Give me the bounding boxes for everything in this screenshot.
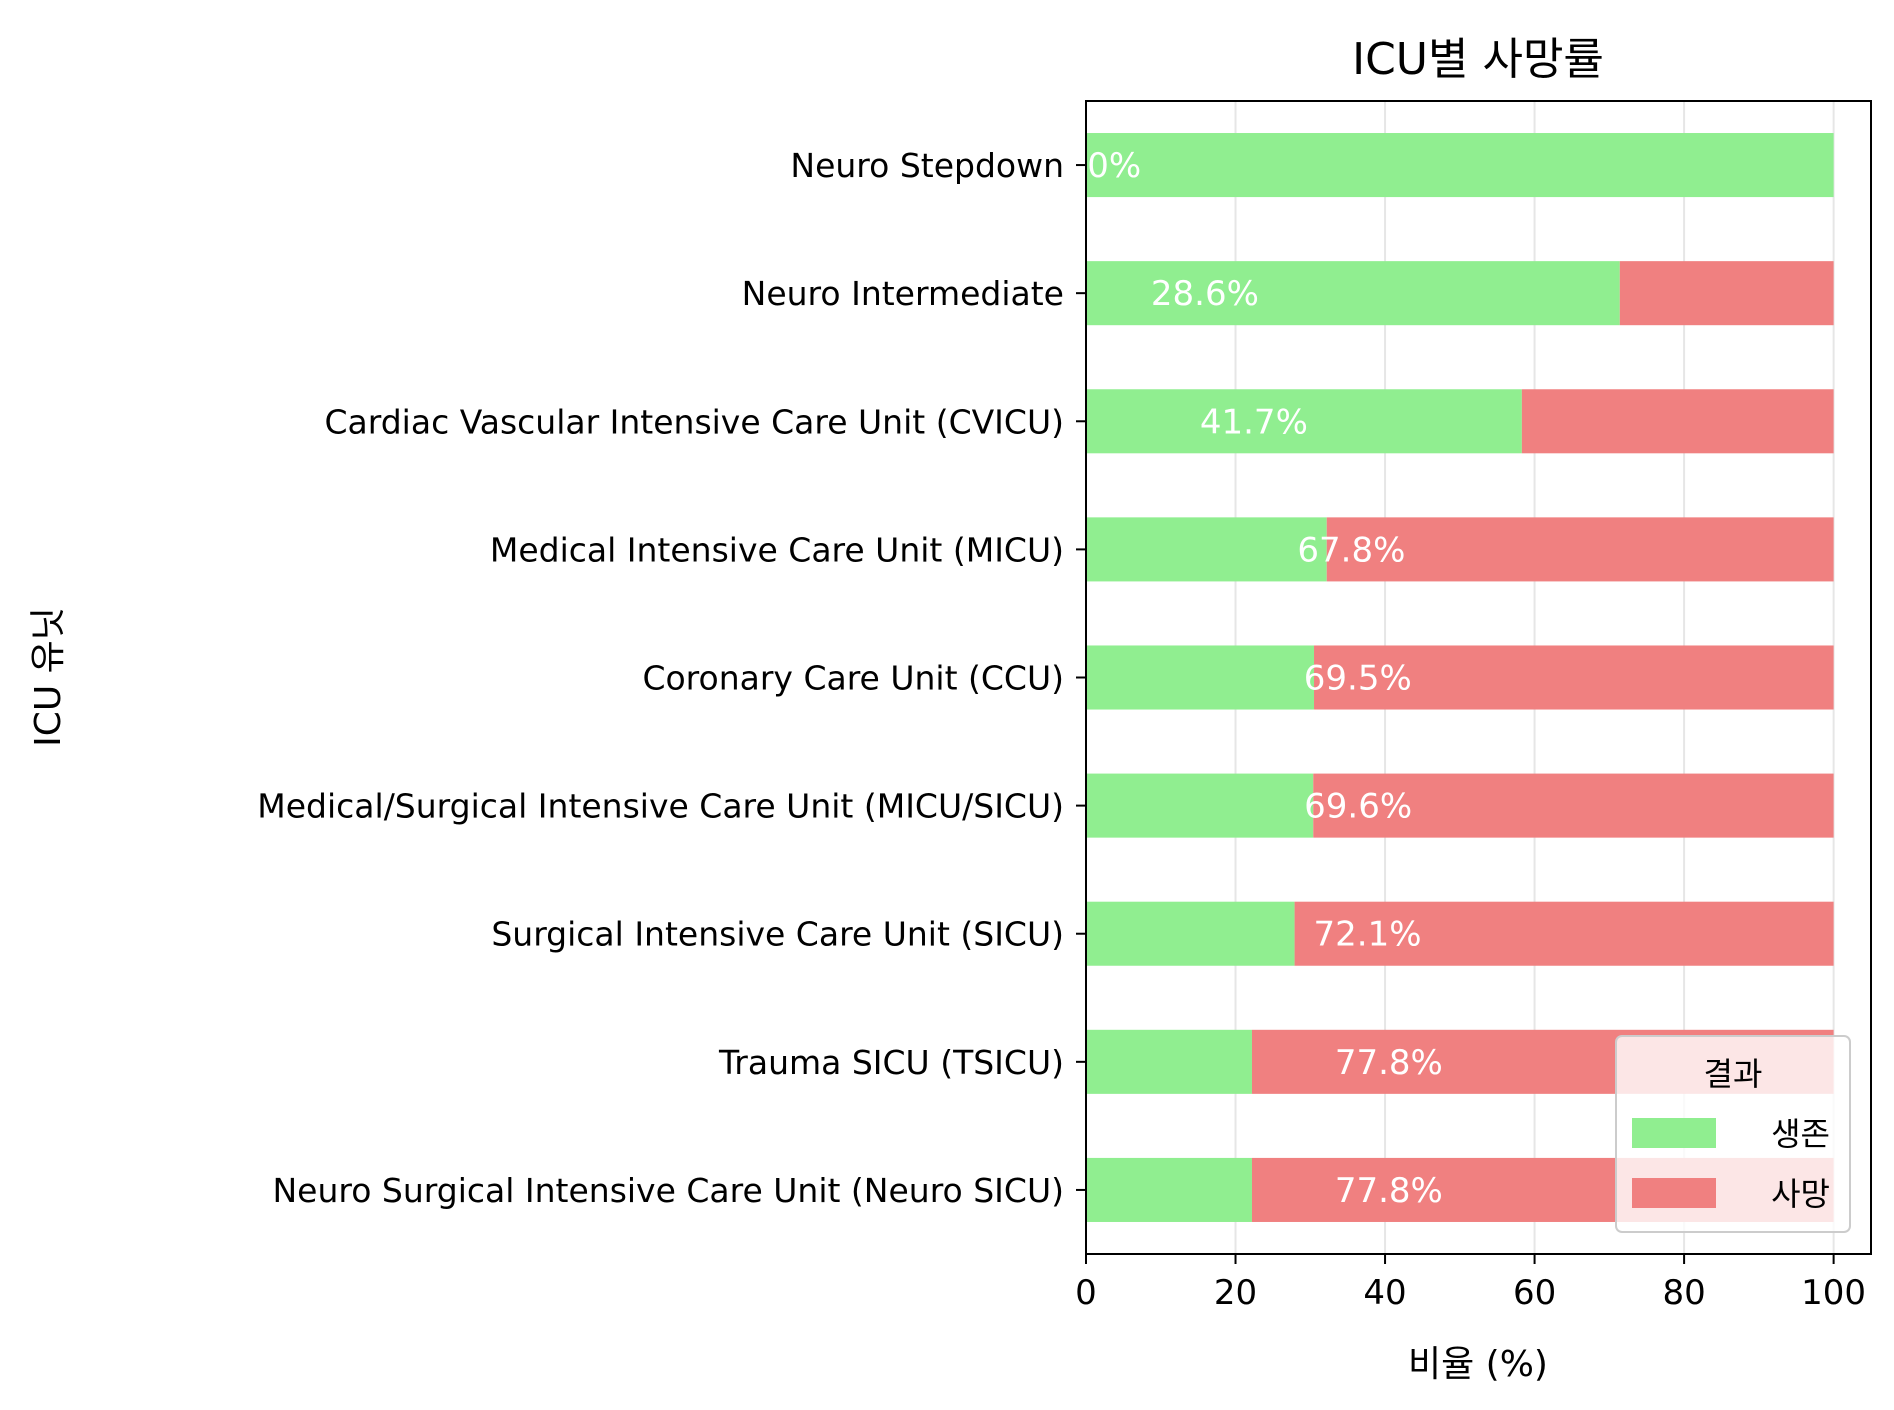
- x-axis-ticks: 0 20 40 60 80 100: [1075, 1254, 1866, 1313]
- data-label-5: 69.6%: [1304, 787, 1412, 827]
- chart-title: ICU별 사망률: [1352, 34, 1604, 85]
- data-label-1: 28.6%: [1151, 274, 1259, 314]
- y-axis-label: ICU 유닛: [28, 607, 69, 747]
- legend-label-survived: 생존: [1771, 1115, 1830, 1153]
- bar-survived-4: [1086, 645, 1315, 710]
- data-label-8: 77.8%: [1335, 1171, 1443, 1211]
- y-axis-ticks: Neuro Stepdown Neuro Intermediate Cardiac …: [257, 146, 1086, 1210]
- y-tick-label-5: Medical/Surgical Intensive Care Unit (MI…: [257, 787, 1064, 826]
- legend: 결과 생존 사망: [1615, 1035, 1851, 1233]
- data-label-4: 69.5%: [1304, 659, 1412, 699]
- bar-survived-5: [1086, 773, 1314, 838]
- bar-survived-1: [1086, 261, 1620, 326]
- y-tick-label-4: Coronary Care Unit (CCU): [642, 659, 1064, 698]
- y-tick-label-1: Neuro Intermediate: [742, 274, 1064, 313]
- bar-survived-8: [1086, 1157, 1252, 1222]
- legend-label-died: 사망: [1771, 1175, 1830, 1213]
- bar-survived-7: [1086, 1029, 1252, 1094]
- x-axis-label: 비율 (%): [1408, 1344, 1548, 1385]
- y-tick-label-6: Surgical Intensive Care Unit (SICU): [491, 915, 1064, 954]
- legend-swatch-survived: [1632, 1118, 1716, 1148]
- legend-swatch-died: [1632, 1178, 1716, 1208]
- bar-survived-0: [1086, 133, 1834, 198]
- x-tick-label-4: 80: [1662, 1273, 1705, 1313]
- bar-died-4: [1314, 645, 1834, 710]
- legend-title: 결과: [1704, 1055, 1763, 1093]
- y-tick-label-3: Medical Intensive Care Unit (MICU): [490, 530, 1064, 569]
- bar-died-1: [1619, 261, 1834, 326]
- bar-died-6: [1294, 901, 1834, 966]
- x-tick-label-2: 40: [1363, 1273, 1406, 1313]
- y-tick-label-8: Neuro Surgical Intensive Care Unit (Neur…: [272, 1171, 1064, 1210]
- bar-died-2: [1521, 389, 1834, 454]
- y-tick-label-7: Trauma SICU (TSICU): [718, 1043, 1064, 1082]
- data-label-2: 41.7%: [1200, 402, 1308, 442]
- x-tick-label-0: 0: [1075, 1273, 1097, 1313]
- bar-survived-2: [1086, 389, 1522, 454]
- data-label-6: 72.1%: [1314, 915, 1422, 955]
- x-tick-label-5: 100: [1801, 1273, 1866, 1313]
- data-label-3: 67.8%: [1297, 530, 1405, 570]
- data-label-0: 0.0%: [1055, 146, 1141, 186]
- data-label-7: 77.8%: [1335, 1043, 1443, 1083]
- bar-survived-3: [1086, 517, 1327, 582]
- bar-died-5: [1313, 773, 1834, 838]
- bar-died-3: [1326, 517, 1834, 582]
- data-labels: 0.0% 28.6% 41.7% 67.8% 69.5% 69.6% 72.1% 77.8% 7…: [1055, 146, 1443, 1211]
- x-tick-label-3: 60: [1513, 1273, 1556, 1313]
- x-tick-label-1: 20: [1214, 1273, 1257, 1313]
- y-tick-label-2: Cardiac Vascular Intensive Care Unit (CV…: [324, 402, 1064, 441]
- y-tick-label-0: Neuro Stepdown: [790, 146, 1064, 185]
- bar-survived-6: [1086, 901, 1295, 966]
